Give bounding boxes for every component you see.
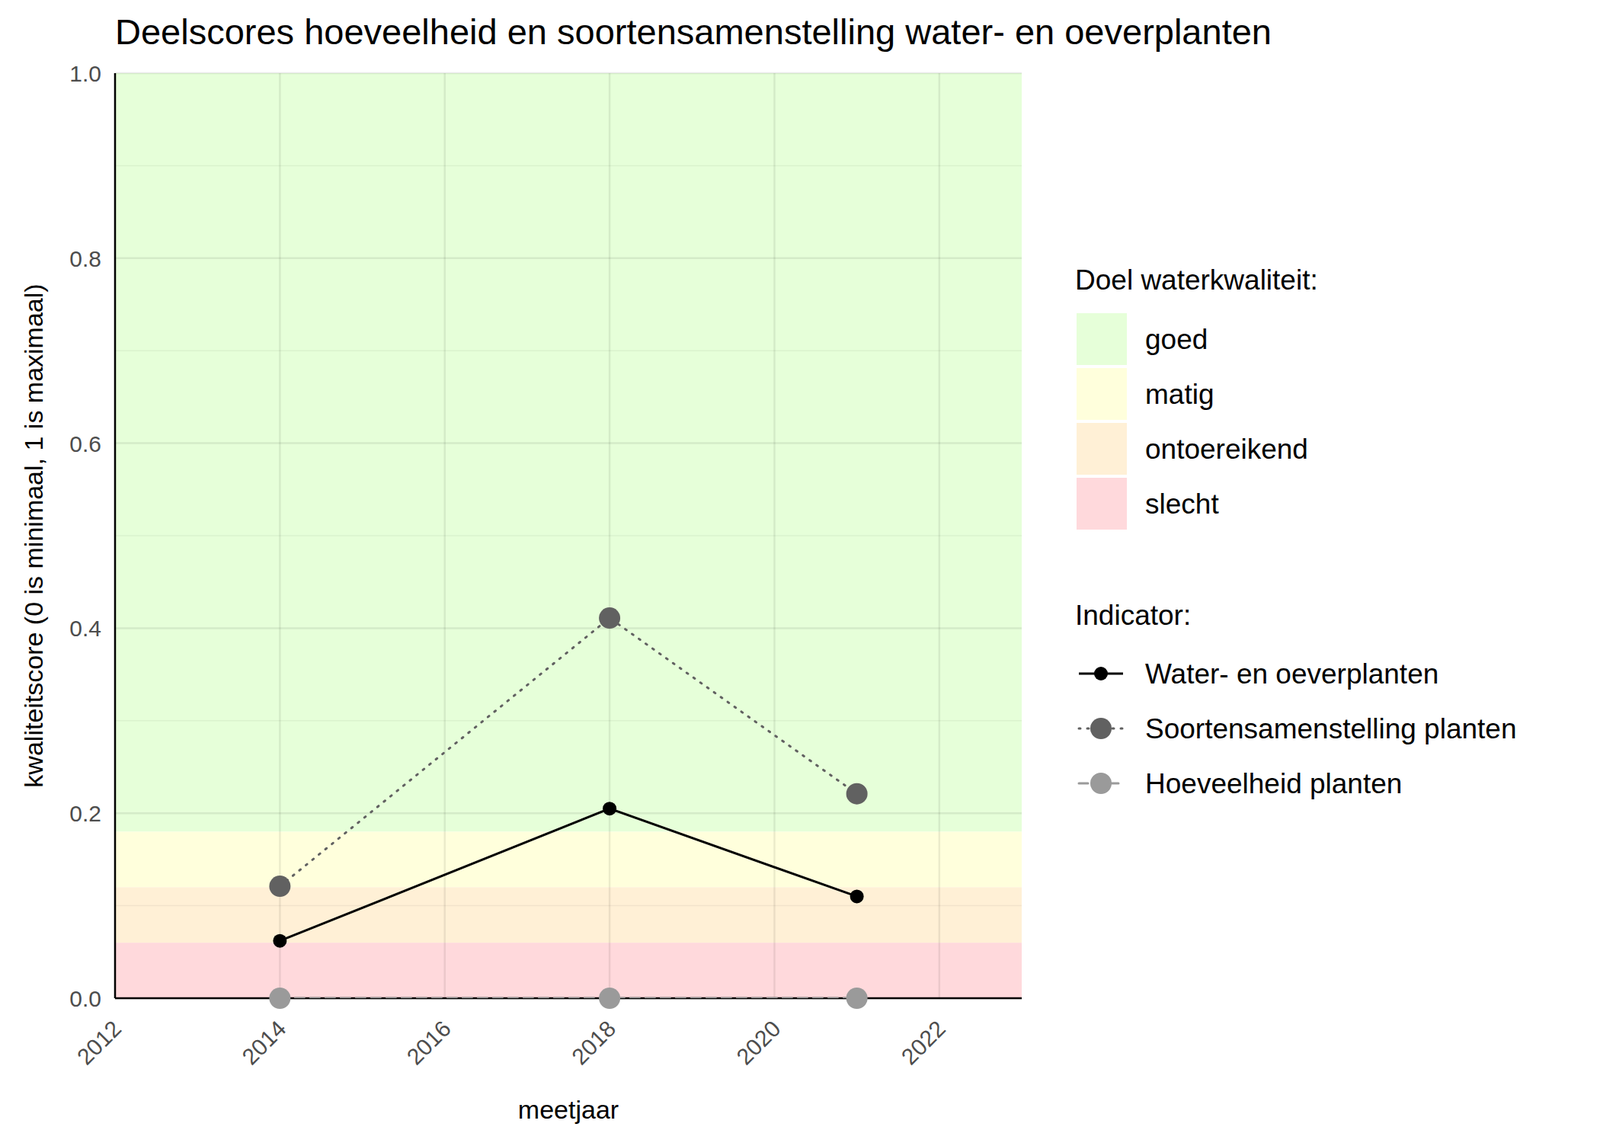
y-axis-line (114, 73, 117, 999)
y-tick-label: 0.4 (69, 615, 102, 641)
grid-line (115, 441, 1022, 445)
series-line (279, 997, 857, 999)
legend-label: Soortensamenstelling planten (1145, 713, 1517, 745)
grid (115, 73, 1022, 999)
x-axis-line (115, 997, 1022, 1000)
data-point (598, 607, 621, 629)
grid-line (114, 73, 117, 999)
legend-key (1076, 422, 1127, 475)
legend-label: ontoereikend (1145, 433, 1309, 465)
data-point (272, 934, 287, 948)
lines (279, 617, 857, 999)
minor-grid-line (115, 534, 1022, 537)
grid-line (278, 73, 282, 999)
band (115, 73, 1022, 832)
bands (115, 73, 1022, 999)
legend-label: goed (1145, 323, 1208, 356)
legend-title: Indicator: (1075, 599, 1191, 631)
grid-line (608, 73, 612, 999)
data-point (268, 987, 291, 1009)
series-line (279, 617, 857, 887)
band (115, 831, 1022, 887)
series-line (279, 808, 857, 941)
x-tick-label: 2014 (236, 1015, 292, 1070)
x-tick-label: 2012 (72, 1015, 127, 1070)
y-tick-label: 0.0 (69, 985, 102, 1012)
band (115, 886, 1022, 943)
legend-label: Hoeveelheid planten (1145, 768, 1402, 800)
data-point (846, 987, 868, 1009)
grid-line (115, 997, 1022, 1000)
legend-key (1076, 477, 1127, 530)
grid-line (115, 257, 1022, 260)
y-tick-label: 0.8 (69, 246, 102, 272)
data-point (598, 987, 621, 1009)
grid-line (938, 73, 941, 999)
y-tick-label: 1.0 (69, 60, 102, 87)
legend-key-marker (1090, 772, 1112, 794)
markers (268, 607, 868, 1009)
legend-key (1076, 368, 1127, 420)
legend-title: Doel waterkwaliteit: (1075, 264, 1319, 296)
legend-label: slecht (1145, 488, 1220, 520)
data-point (268, 875, 291, 897)
legend-key-marker (1090, 717, 1112, 740)
title: Deelscores hoeveelheid en soortensamenst… (115, 11, 1272, 52)
chart: Deelscores hoeveelheid en soortensamenst… (0, 0, 1600, 1143)
legend-key (1076, 313, 1127, 365)
x-tick-label: 2016 (401, 1015, 456, 1070)
data-point (850, 889, 864, 903)
x-tick-label: 2020 (731, 1015, 786, 1070)
minor-grid-line (115, 905, 1022, 907)
x-tick-label: 2018 (566, 1015, 621, 1070)
data-point (602, 801, 617, 816)
grid-line (115, 627, 1022, 630)
legend-label: matig (1145, 378, 1214, 410)
x-tick-label: 2022 (896, 1015, 951, 1070)
minor-grid-line (115, 720, 1022, 722)
y-axis-title: kwaliteitscore (0 is minimaal, 1 is maxi… (19, 283, 48, 788)
grid-line (115, 812, 1022, 815)
grid-line (115, 72, 1022, 75)
minor-grid-line (115, 165, 1022, 167)
data-point (846, 783, 868, 805)
x-axis-title: meetjaar (518, 1094, 619, 1124)
y-tick-label: 0.2 (69, 800, 102, 826)
grid-line (773, 73, 776, 999)
minor-grid-line (115, 349, 1022, 352)
band (115, 942, 1022, 999)
legend-key-marker (1094, 666, 1108, 681)
y-tick-label: 0.6 (69, 431, 102, 457)
legend-label: Water- en oeverplanten (1145, 658, 1439, 690)
grid-line (443, 73, 446, 999)
